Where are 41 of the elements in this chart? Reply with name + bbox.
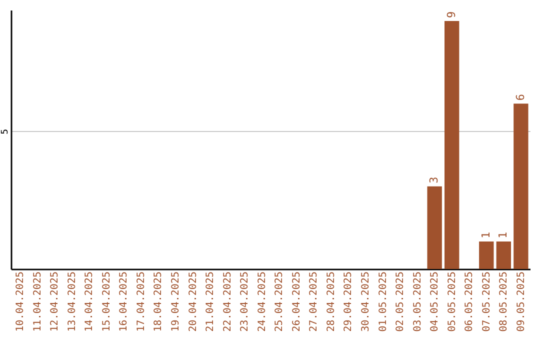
- data-label: 3: [428, 176, 441, 184]
- x-tick-label: 25.04.2025: [274, 272, 286, 332]
- x-tick-label: 19.04.2025: [170, 272, 182, 332]
- x-tick-label: 20.04.2025: [188, 272, 199, 332]
- x-tick-label: 04.05.2025: [430, 272, 441, 332]
- x-tick-label: 16.04.2025: [118, 272, 130, 332]
- x-tick-label: 12.04.2025: [50, 272, 61, 332]
- x-tick-label: 09.05.2025: [516, 272, 527, 332]
- data-label: 1: [496, 232, 510, 238]
- x-tick-label: 11.04.2025: [32, 272, 44, 332]
- x-tick-label: 15.04.2025: [101, 272, 112, 332]
- x-tick-label: 18.04.2025: [153, 272, 164, 332]
- x-tick-label: 14.04.2025: [84, 272, 96, 332]
- x-tick-label: 05.05.2025: [446, 272, 458, 332]
- bar: [427, 186, 442, 269]
- x-tick-label: 28.04.2025: [326, 272, 337, 332]
- y-tick-label: 5: [0, 129, 10, 134]
- x-tick-label: 23.04.2025: [240, 272, 251, 332]
- x-tick-label: 02.05.2025: [395, 272, 406, 332]
- x-tick-label: 24.04.2025: [256, 272, 268, 332]
- x-tick-label: 13.04.2025: [66, 272, 78, 332]
- x-tick-label: 08.05.2025: [498, 272, 510, 332]
- x-tick-label: 27.04.2025: [308, 272, 320, 332]
- data-label: 1: [479, 232, 492, 238]
- x-tick-label: 01.05.2025: [378, 272, 389, 332]
- x-tick-label: 06.05.2025: [464, 272, 476, 332]
- x-tick-label: 10.04.2025: [15, 272, 26, 332]
- data-label: 9: [444, 11, 458, 18]
- x-tick-label: 29.04.2025: [343, 272, 354, 332]
- x-tick-label: 03.05.2025: [412, 272, 424, 332]
- bar: [444, 21, 460, 269]
- x-tick-label: 21.04.2025: [205, 272, 216, 332]
- x-tick-label: 07.05.2025: [481, 272, 492, 332]
- x-tick-label: 17.04.2025: [136, 272, 147, 332]
- bar: [514, 104, 528, 269]
- x-tick-label: 30.04.2025: [360, 272, 372, 332]
- bar: [479, 241, 494, 269]
- data-label: 6: [514, 94, 527, 101]
- x-tick-label: 22.04.2025: [222, 272, 234, 332]
- x-tick-label: 26.04.2025: [291, 272, 302, 332]
- bar: [496, 241, 511, 269]
